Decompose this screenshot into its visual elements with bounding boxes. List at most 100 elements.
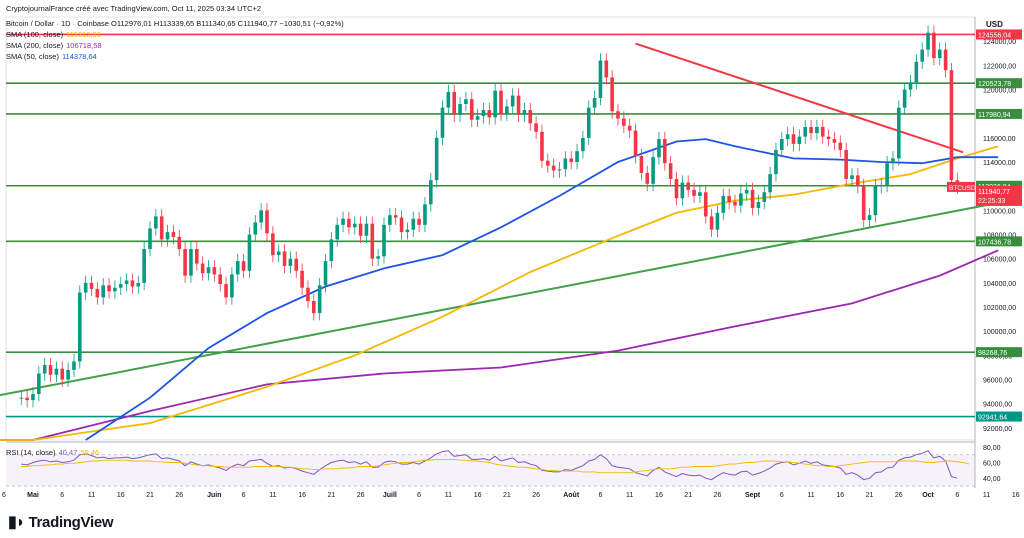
candle [897,107,901,159]
candle [113,287,117,292]
candle [388,215,392,225]
candle [803,126,807,137]
candle [48,365,53,375]
symbol-ohlc-line[interactable]: Bitcoin / Dollar · 1D · Coinbase O112976… [6,19,344,28]
currency-label: USD [986,20,1003,29]
y-tick-label: 100000,00 [983,329,1016,336]
price-pane[interactable] [5,16,976,488]
candle [885,163,889,185]
candle [756,201,761,208]
x-tick-label: 11 [626,492,633,499]
candle [505,106,509,114]
sma50-legend[interactable]: SMA (50, close) 114378,64 [6,52,97,61]
y-tick-label: 116000,00 [983,136,1016,143]
rsi-legend[interactable]: RSI (14, close) 40,47 55,46 [6,448,100,457]
candle [440,107,445,138]
candle [610,77,614,112]
y-tick-label: 108000,00 [983,233,1016,240]
candle [791,134,796,144]
candle [510,95,515,107]
candle [575,151,579,163]
sma100-legend[interactable]: SMA (100, close) 115312,91 [6,30,102,39]
candle [469,99,474,120]
candle [60,368,65,380]
x-tick-label: 16 [655,492,663,499]
level-label: 124556,04 [978,32,1011,39]
candle [493,90,497,118]
candle [124,280,129,285]
candle [832,139,837,143]
y-tick-label: 106000,00 [983,257,1016,264]
candle [563,158,568,170]
rsi-value: 40,47 [58,448,78,457]
candle [200,263,205,274]
candle [873,186,878,216]
candle [908,82,913,90]
candle [914,61,919,83]
candle [329,239,334,262]
candle [212,267,217,275]
candle [37,373,41,395]
candle [744,189,749,194]
candle [446,91,451,108]
candle [762,192,767,202]
sma50-line [85,138,999,441]
candle [733,201,737,206]
last-price-box [976,185,1022,206]
candle [937,49,942,59]
candle [148,228,152,250]
candle [393,215,398,218]
candle [528,110,533,124]
candle [540,131,544,161]
candle [434,137,439,181]
candle [522,110,527,115]
candle [341,218,345,225]
candle [920,49,924,62]
candle [312,301,316,314]
candle [604,60,609,78]
candle [288,258,293,266]
candle [247,234,252,271]
x-tick-label: Sept [745,492,761,499]
candle [118,284,123,288]
candle [358,223,363,236]
rsi-tick-label: 40,00 [983,476,1001,483]
candle [592,97,597,108]
tradingview-logo[interactable]: ▮◗ TradingView [8,512,114,532]
candle [458,104,462,115]
candle [926,32,930,50]
candle [674,178,679,199]
candle [943,49,948,71]
candle [189,249,193,276]
x-tick-label: 11 [269,492,276,499]
candle [101,285,105,298]
candle [586,107,591,138]
candle [241,261,246,271]
price-axis[interactable]: 92000,0094000,0096000,0098000,00100000,0… [983,39,1016,433]
candle [276,251,281,256]
x-tick-label: 16 [474,492,482,499]
candle [206,267,211,274]
candle [154,216,158,229]
candle [844,149,848,179]
candle [235,261,240,275]
candle [183,249,187,276]
candle [423,204,427,225]
x-tick-label: 11 [807,492,814,499]
candle [546,160,550,166]
candle [72,361,76,370]
level-label-box [976,347,1022,358]
sma200-line [0,249,999,441]
time-axis[interactable]: 6 Mai 6 11 16 21 26 Juin 6 11 16 21 26 Juill 6 11 16 21 26… [2,492,1020,499]
level-label-box [976,411,1022,422]
candle [569,158,573,163]
countdown-label: 22:25:33 [978,198,1005,205]
sma200-legend[interactable]: SMA (200, close) 106718,58 [6,41,102,50]
logo-text: TradingView [28,513,114,531]
level-label-box [976,108,1022,119]
candle [294,258,299,271]
candle [633,130,638,156]
candle [715,212,720,230]
candle [464,99,468,105]
